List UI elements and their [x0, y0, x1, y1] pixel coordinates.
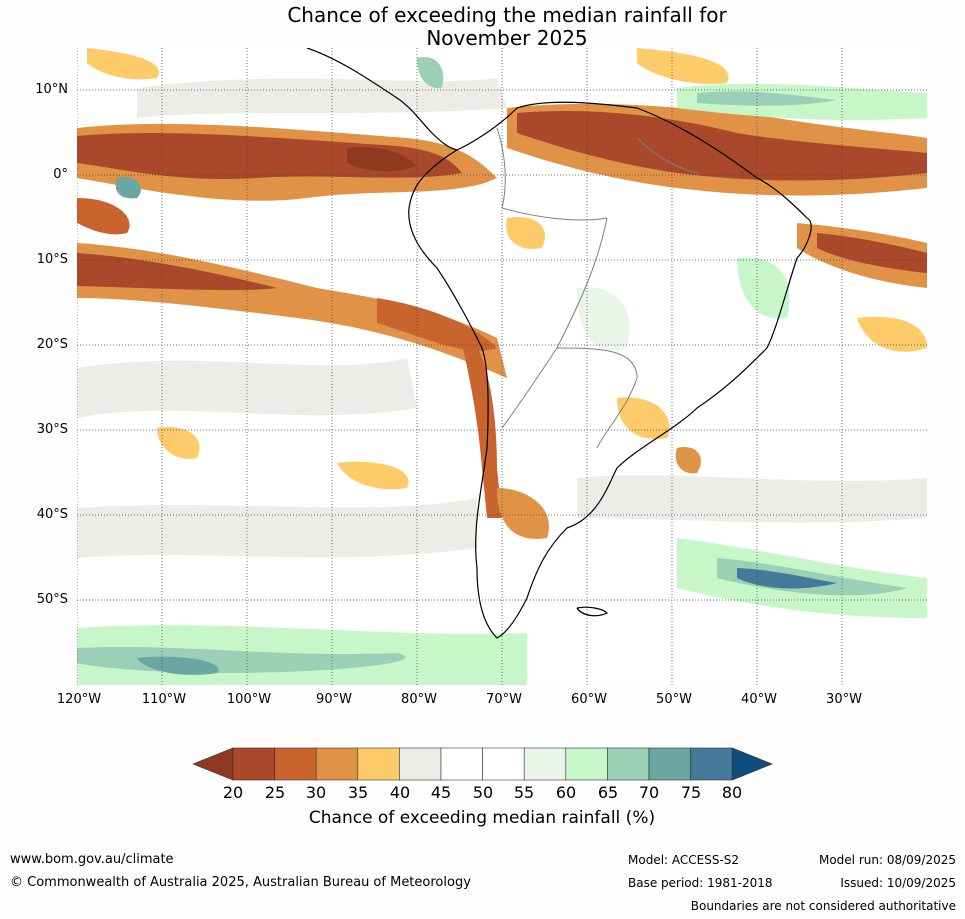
- issued-date: Issued: 10/09/2025: [840, 876, 956, 890]
- boundary-disclaimer: Boundaries are not considered authoritat…: [690, 899, 956, 913]
- lon-label-80w: 80°W: [401, 692, 437, 707]
- map-title: Chance of exceeding the median rainfall …: [0, 4, 965, 50]
- graticule: [77, 48, 927, 685]
- lon-label-120w: 120°W: [56, 692, 102, 707]
- title-line-1: Chance of exceeding the median rainfall …: [287, 3, 727, 27]
- lon-label-40w: 40°W: [741, 692, 777, 707]
- colorbar-segment: [274, 747, 317, 781]
- lat-label-30s: 30°S: [36, 422, 68, 437]
- colorbar-tick-75: 75: [680, 783, 702, 802]
- lat-label-50s: 50°S: [36, 592, 68, 607]
- rainfall-map: [77, 48, 927, 685]
- colorbar-segment: [565, 747, 608, 781]
- colorbar-tick-35: 35: [347, 783, 369, 802]
- borders: [496, 127, 698, 449]
- lon-label-30w: 30°W: [826, 692, 862, 707]
- colorbar-tick-25: 25: [264, 783, 286, 802]
- title-line-2: November 2025: [426, 26, 588, 50]
- colorbar-extend-high: [731, 747, 774, 781]
- lon-label-60w: 60°W: [571, 692, 607, 707]
- colorbar-segment: [440, 747, 483, 781]
- lat-label-40s: 40°S: [36, 507, 68, 522]
- colorbar-tick-65: 65: [597, 783, 619, 802]
- colorbar: [192, 747, 774, 781]
- lat-label-0: 0°: [53, 167, 68, 182]
- lat-label-20s: 20°S: [36, 337, 68, 352]
- colorbar-tick-45: 45: [430, 783, 452, 802]
- model-run: Model run: 08/09/2025: [818, 853, 956, 867]
- colorbar-tick-80: 80: [721, 783, 743, 802]
- colorbar-segment: [523, 747, 567, 781]
- copyright-text: © Commonwealth of Australia 2025, Austra…: [10, 875, 471, 890]
- colorbar-tick-20: 20: [222, 783, 244, 802]
- lon-label-50w: 50°W: [656, 692, 692, 707]
- colorbar-segment: [315, 747, 359, 781]
- colorbar-tick-55: 55: [513, 783, 535, 802]
- map-canvas: [77, 48, 927, 685]
- colorbar-extend-low: [192, 747, 234, 781]
- lon-label-90w: 90°W: [316, 692, 352, 707]
- colorbar-segment: [482, 747, 525, 781]
- colorbar-segment: [232, 747, 275, 781]
- lat-label-10n: 10°N: [35, 82, 68, 97]
- model-name: Model: ACCESS-S2: [628, 853, 740, 867]
- lat-label-10s: 10°S: [36, 252, 68, 267]
- colorbar-segment: [607, 747, 650, 781]
- lon-label-110w: 110°W: [141, 692, 187, 707]
- colorbar-segment: [399, 747, 442, 781]
- lon-label-70w: 70°W: [486, 692, 522, 707]
- coastlines: [306, 48, 812, 639]
- colorbar-tick-60: 60: [555, 783, 577, 802]
- colorbar-tick-30: 30: [305, 783, 327, 802]
- colorbar-segment: [357, 747, 400, 781]
- colorbar-segment: [648, 747, 691, 781]
- lon-label-100w: 100°W: [226, 692, 272, 707]
- site-link[interactable]: www.bom.gov.au/climate: [10, 852, 174, 867]
- base-period: Base period: 1981-2018: [628, 876, 773, 890]
- colorbar-tick-40: 40: [389, 783, 411, 802]
- colorbar-label: Chance of exceeding median rainfall (%): [308, 808, 656, 828]
- colorbar-segment: [690, 747, 733, 781]
- colorbar-tick-70: 70: [638, 783, 660, 802]
- colorbar-tick-50: 50: [472, 783, 494, 802]
